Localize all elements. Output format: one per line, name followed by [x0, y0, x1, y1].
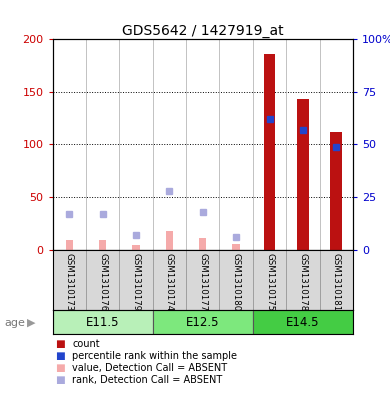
Bar	[66, 240, 73, 250]
Text: GSM1310179: GSM1310179	[131, 253, 140, 311]
Text: GSM1310173: GSM1310173	[65, 253, 74, 311]
Text: GSM1310178: GSM1310178	[298, 253, 307, 311]
Text: ■: ■	[55, 339, 64, 349]
Bar	[132, 245, 140, 250]
Title: GDS5642 / 1427919_at: GDS5642 / 1427919_at	[122, 24, 284, 38]
Text: GSM1310176: GSM1310176	[98, 253, 107, 311]
Text: ■: ■	[55, 351, 64, 361]
Text: E11.5: E11.5	[86, 316, 119, 329]
Bar	[199, 238, 206, 250]
Text: ■: ■	[55, 375, 64, 386]
Bar	[330, 132, 342, 250]
Text: age: age	[4, 318, 25, 328]
Bar	[99, 240, 106, 250]
Text: GSM1310175: GSM1310175	[265, 253, 274, 311]
Bar	[53, 310, 153, 334]
Text: rank, Detection Call = ABSENT: rank, Detection Call = ABSENT	[72, 375, 222, 386]
Text: GSM1310177: GSM1310177	[198, 253, 207, 311]
Text: ▶: ▶	[27, 318, 35, 328]
Text: ■: ■	[55, 363, 64, 373]
Text: percentile rank within the sample: percentile rank within the sample	[72, 351, 237, 361]
Text: GSM1310181: GSM1310181	[332, 253, 341, 311]
Text: GSM1310174: GSM1310174	[165, 253, 174, 311]
Bar	[297, 99, 309, 250]
Text: E12.5: E12.5	[186, 316, 220, 329]
Text: value, Detection Call = ABSENT: value, Detection Call = ABSENT	[72, 363, 227, 373]
Text: E14.5: E14.5	[286, 316, 320, 329]
Bar	[232, 244, 240, 250]
Bar	[264, 54, 275, 250]
Text: GSM1310180: GSM1310180	[232, 253, 241, 311]
Bar	[153, 310, 253, 334]
Bar	[253, 310, 353, 334]
Bar	[166, 231, 173, 250]
Text: count: count	[72, 339, 100, 349]
